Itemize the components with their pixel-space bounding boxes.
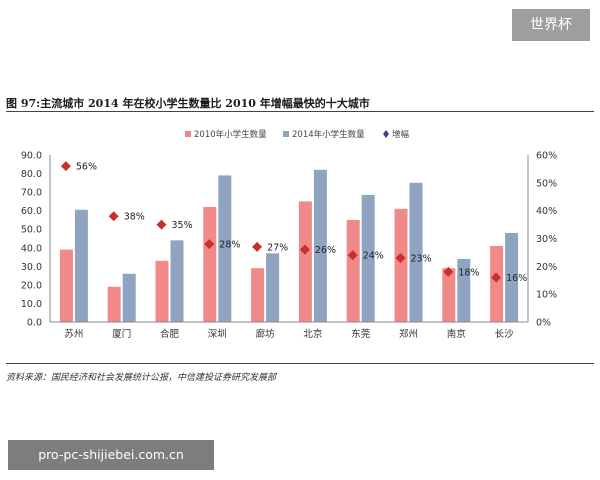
growth-marker	[347, 250, 358, 261]
growth-label: 24%	[363, 251, 384, 262]
chart-legend: 2010年小学生数量 2014年小学生数量 增幅	[185, 129, 410, 140]
x-tick-label: 郑州	[399, 328, 418, 340]
growth-label: 35%	[172, 220, 193, 231]
bar-2010	[298, 201, 312, 322]
y-tick-label: 60.0	[21, 206, 42, 217]
x-tick-label: 长沙	[495, 328, 515, 340]
legend-swatch	[383, 130, 389, 138]
x-tick-label: 东莞	[351, 328, 371, 340]
bar-2010	[59, 249, 73, 322]
growth-label: 27%	[267, 242, 288, 253]
growth-label: 28%	[219, 240, 240, 251]
y2-tick-label: 20%	[536, 262, 557, 273]
bar-2010	[442, 268, 456, 322]
bar-2014	[218, 175, 232, 322]
bar-2014	[170, 240, 184, 322]
growth-label: 26%	[315, 245, 336, 256]
bar-2014	[122, 273, 136, 322]
x-tick-label: 南京	[447, 328, 466, 340]
bar-chart: 2010年小学生数量 2014年小学生数量 增幅 0.0 10.0 20.0 30.0 40…	[21, 129, 557, 340]
legend-swatch	[283, 131, 289, 137]
growth-marker	[60, 161, 71, 172]
growth-markers: 56% 38% 35% 28% 27% 26% 24% 23% 18% 16%	[60, 161, 527, 284]
bars	[59, 169, 519, 322]
y2-tick-label: 40%	[536, 206, 557, 217]
growth-marker	[108, 211, 119, 222]
bar-2014	[361, 194, 375, 322]
growth-marker	[156, 219, 167, 230]
y2-tick-label: 50%	[536, 178, 557, 189]
growth-label: 16%	[506, 273, 527, 284]
growth-marker	[443, 266, 454, 277]
bar-2014	[313, 169, 327, 322]
growth-label: 38%	[124, 212, 145, 223]
y2-tick-label: 30%	[536, 234, 557, 245]
growth-label: 23%	[411, 253, 432, 264]
bar-2010	[251, 268, 265, 322]
legend-label: 增幅	[392, 129, 410, 140]
bar-2014	[409, 182, 423, 322]
watermark-badge: 世界杯	[512, 9, 590, 41]
y-axis-left: 0.0 10.0 20.0 30.0 40.0 50.0 60.0 70.0 80.0 90.0	[21, 151, 51, 329]
growth-marker	[252, 241, 263, 252]
growth-label: 18%	[458, 267, 479, 278]
growth-marker	[395, 252, 406, 263]
y2-tick-label: 60%	[536, 151, 557, 162]
bar-2010	[155, 260, 169, 322]
y-tick-label: 10.0	[21, 299, 42, 310]
bar-2010	[203, 206, 217, 322]
x-tick-label: 苏州	[64, 328, 83, 340]
bar-2014	[457, 258, 471, 322]
x-tick-label: 厦门	[112, 328, 131, 340]
growth-marker	[204, 239, 215, 250]
bar-2010	[107, 286, 121, 322]
y-tick-label: 30.0	[21, 262, 42, 273]
y-axis-right: 0% 10% 20% 30% 40% 50% 60%	[527, 151, 557, 329]
source-note: 资料来源：国民经济和社会发展统计公报，中信建投证券研究发展部	[6, 373, 277, 383]
y-tick-label: 80.0	[21, 169, 42, 180]
x-axis: 苏州 厦门 合肥 深圳 廊坊 北京 东莞 郑州 南京 长沙	[50, 321, 528, 340]
y-tick-label: 0.0	[27, 318, 42, 329]
bar-2010	[394, 208, 408, 322]
y-tick-label: 70.0	[21, 188, 42, 199]
y2-tick-label: 10%	[536, 290, 557, 301]
y2-tick-label: 0%	[536, 318, 551, 329]
watermark-text: 世界杯	[530, 17, 572, 33]
chart-title: 图 97:主流城市 2014 年在校小学生数量比 2010 年增幅最快的十大城市	[6, 97, 370, 110]
legend-label: 2014年小学生数量	[292, 129, 365, 140]
growth-label: 56%	[76, 162, 97, 173]
y-tick-label: 50.0	[21, 225, 42, 236]
x-tick-label: 廊坊	[256, 328, 276, 340]
bar-2014	[74, 209, 88, 322]
growth-marker	[491, 272, 502, 283]
legend-label: 2010年小学生数量	[194, 129, 267, 140]
y-tick-label: 20.0	[21, 280, 42, 291]
bar-2014	[505, 232, 519, 322]
site-watermark: pro-pc-shijiebei.com.cn	[8, 440, 214, 470]
bar-2010	[346, 219, 360, 322]
bar-2014	[266, 253, 280, 322]
bar-2010	[490, 245, 504, 322]
y-tick-label: 90.0	[21, 151, 42, 162]
x-tick-label: 北京	[303, 328, 322, 340]
source-divider	[6, 363, 594, 364]
y-tick-label: 40.0	[21, 243, 42, 254]
x-tick-label: 合肥	[160, 328, 180, 340]
x-tick-label: 深圳	[208, 329, 227, 340]
site-url: pro-pc-shijiebei.com.cn	[38, 447, 184, 462]
growth-marker	[299, 244, 310, 255]
title-divider	[6, 111, 594, 112]
legend-swatch	[185, 131, 191, 137]
